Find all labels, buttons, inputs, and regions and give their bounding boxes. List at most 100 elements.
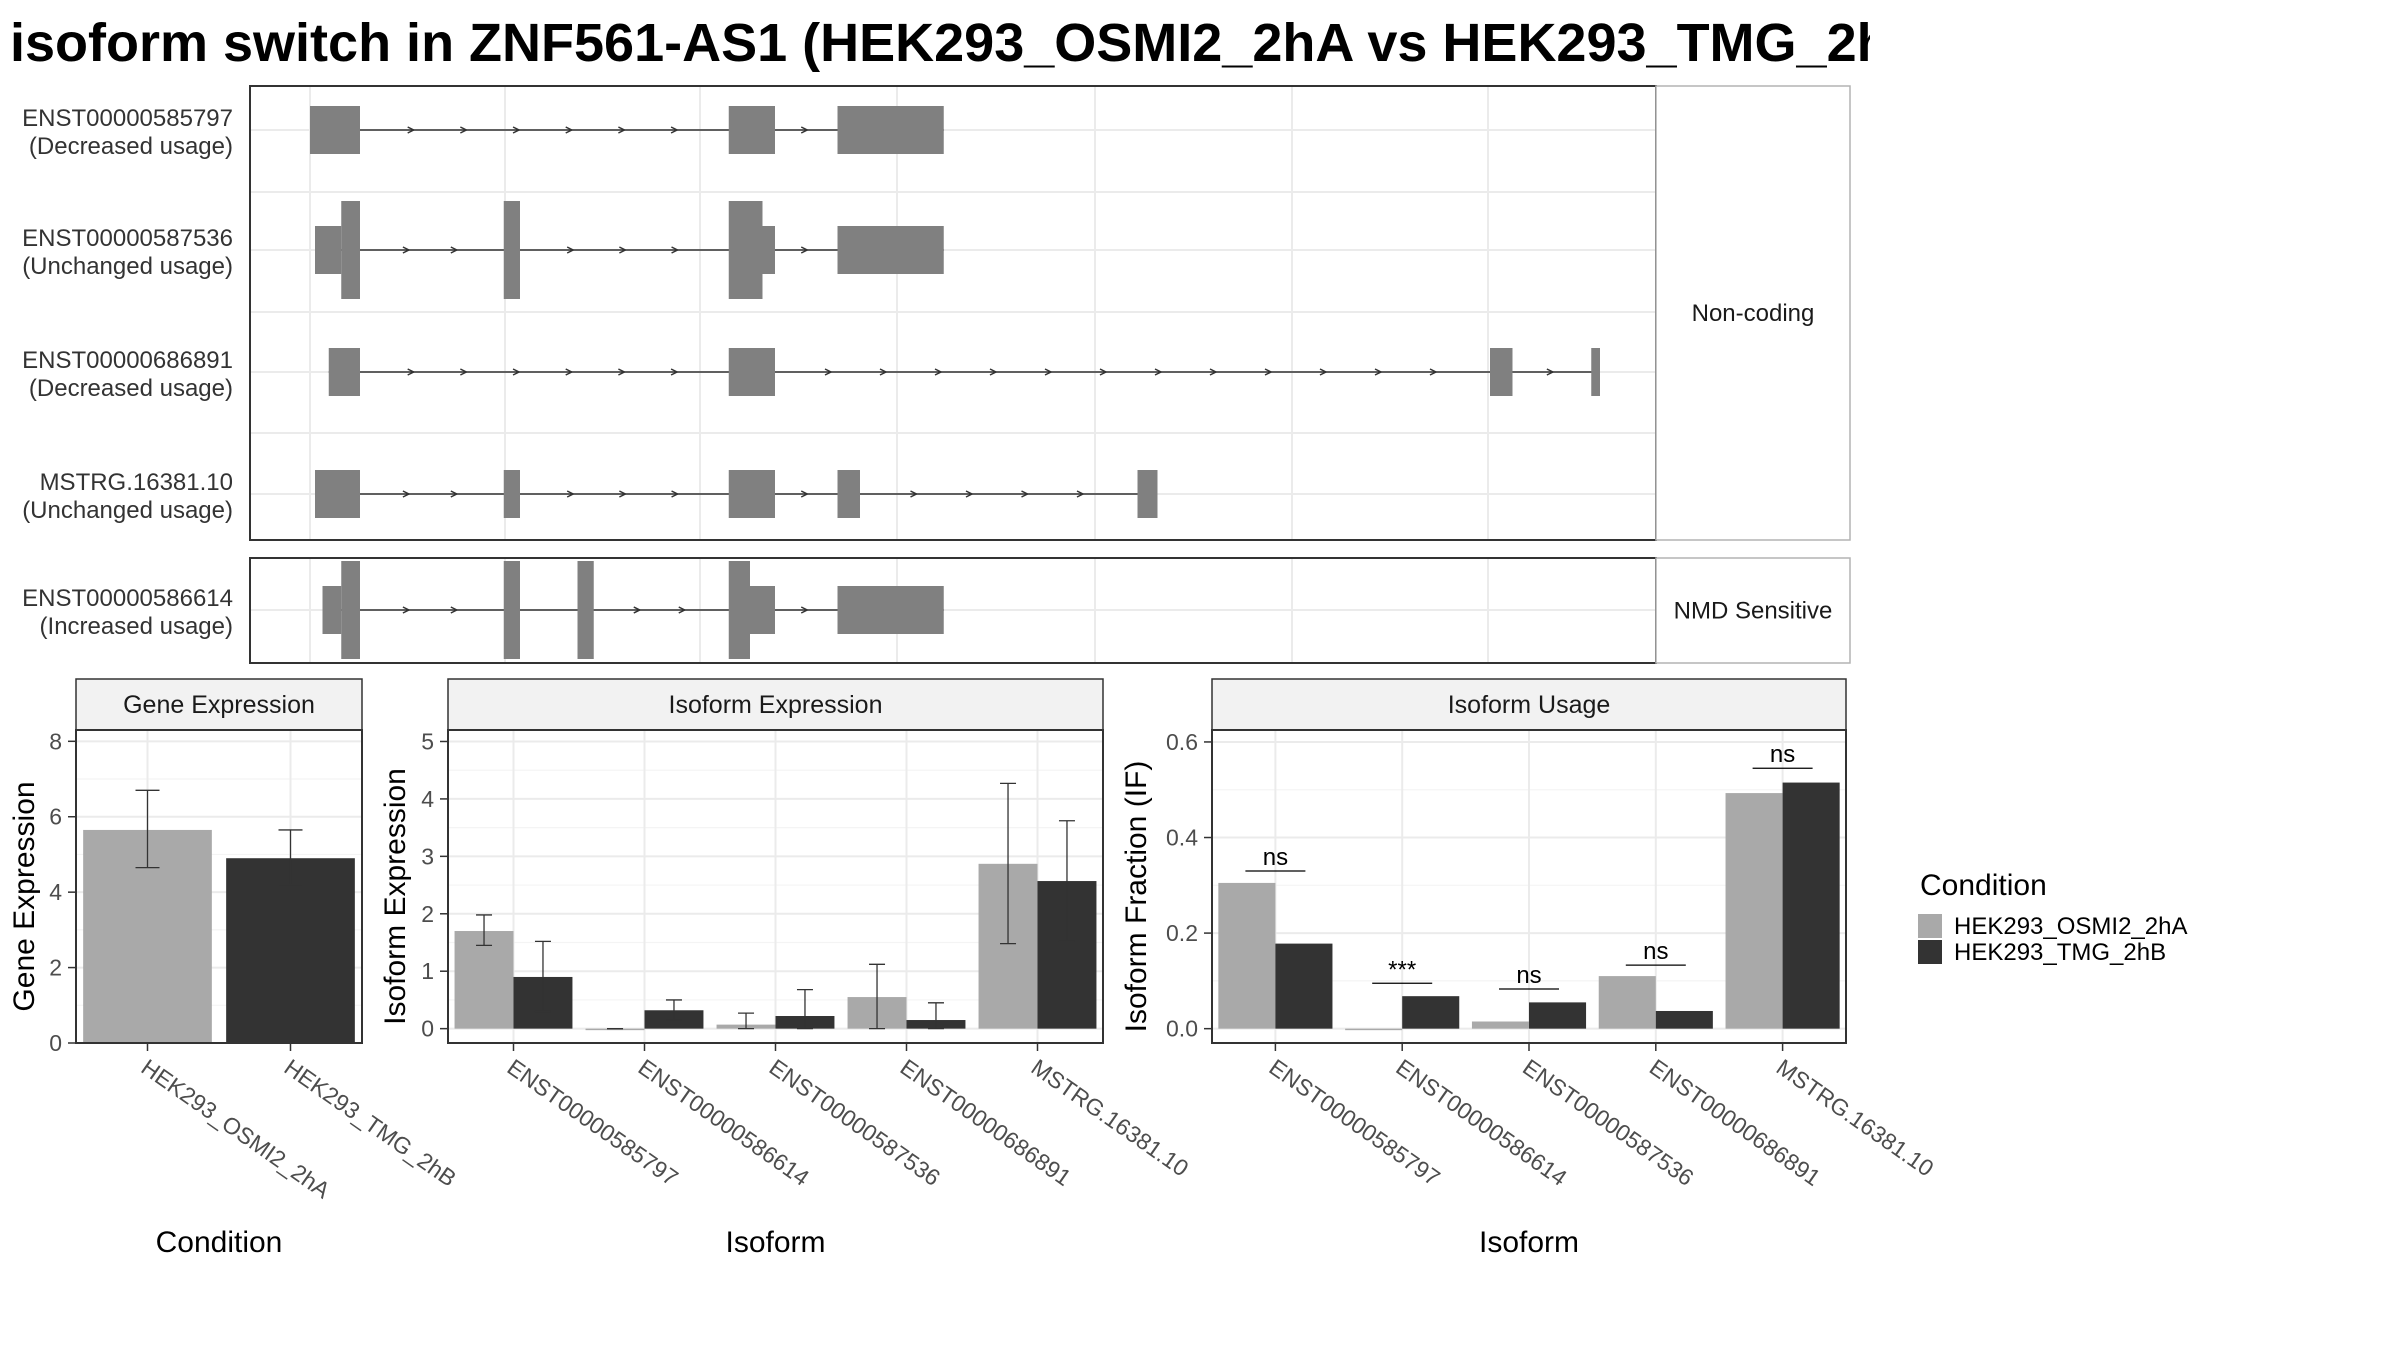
- intron-arrow: [619, 490, 628, 498]
- y-tick-label: 8: [49, 728, 62, 754]
- figure-title: isoform switch in ZNF561-AS1 (HEK293_OSM…: [10, 13, 1870, 73]
- bar: [1402, 996, 1460, 1029]
- y-tick-label: 4: [421, 786, 434, 812]
- isoform-label-id: ENST00000585797: [22, 105, 233, 132]
- intron-arrow: [1319, 368, 1328, 376]
- intron-arrow: [800, 606, 809, 614]
- intron-arrow: [670, 368, 679, 376]
- y-tick-label: 0.4: [1166, 825, 1198, 851]
- exon-block: [310, 106, 360, 154]
- intron-arrow: [1546, 368, 1555, 376]
- intron-arrow: [450, 490, 459, 498]
- intron-arrow: [407, 126, 416, 134]
- exon-block: [1591, 348, 1600, 396]
- exon-block: [577, 561, 594, 659]
- y-axis-title: Gene Expression: [8, 781, 41, 1011]
- exon-block: [728, 106, 775, 154]
- exon-block: [837, 106, 944, 154]
- y-axis-title: Isoform Expression: [379, 768, 412, 1025]
- intron-arrow: [965, 490, 974, 498]
- intron-arrow: [512, 368, 521, 376]
- exon-block: [728, 561, 750, 659]
- intron-arrow: [934, 368, 943, 376]
- intron-arrow: [678, 606, 687, 614]
- isoform-label-id: MSTRG.16381.10: [40, 469, 233, 496]
- legend-title: Condition: [1920, 869, 2047, 902]
- intron-arrow: [879, 368, 888, 376]
- intron-arrow: [402, 490, 411, 498]
- exon-block: [837, 470, 860, 518]
- legend-item-label: HEK293_OSMI2_2hA: [1954, 913, 2187, 940]
- y-tick-label: 5: [421, 728, 434, 754]
- exon-block: [322, 586, 342, 634]
- panel-title: Isoform Expression: [669, 691, 883, 719]
- bar: [585, 1028, 645, 1031]
- y-tick-label: 6: [49, 804, 62, 830]
- intron-arrow: [633, 606, 642, 614]
- legend-item-label: HEK293_TMG_2hB: [1954, 939, 2166, 966]
- isoform-label-id: ENST00000586614: [22, 585, 233, 612]
- exon-block: [503, 470, 520, 518]
- intron-arrow: [460, 368, 469, 376]
- x-axis-title: Isoform: [1479, 1226, 1579, 1259]
- panel-border: [75, 729, 363, 1044]
- y-tick-label: 3: [421, 843, 434, 869]
- bar: [1471, 1021, 1529, 1029]
- isoform-label-id: ENST00000686891: [22, 347, 233, 374]
- y-tick-label: 0.6: [1166, 729, 1198, 755]
- intron-arrow: [800, 126, 809, 134]
- y-tick-label: 2: [421, 901, 434, 927]
- y-tick-label: 1: [421, 958, 434, 984]
- intron-arrow: [800, 490, 809, 498]
- exon-block: [728, 348, 775, 396]
- intron-arrow: [1374, 368, 1383, 376]
- intron-arrow: [1044, 368, 1053, 376]
- panel-title: Gene Expression: [123, 691, 315, 719]
- intron-arrow: [565, 368, 574, 376]
- bar: [226, 858, 355, 1043]
- strip-label-box: [1655, 85, 1851, 541]
- exon-block: [341, 561, 360, 659]
- exon-block: [837, 226, 944, 274]
- y-axis-title: Isoform Fraction (IF): [1120, 761, 1153, 1033]
- strip-label-box: [1655, 557, 1851, 664]
- panel-strip: [75, 678, 363, 731]
- isoform-label-usage: (Decreased usage): [29, 133, 233, 160]
- legend-swatch: [1918, 940, 1942, 964]
- significance-label: ***: [1388, 956, 1416, 983]
- exon-block: [503, 201, 520, 299]
- intron-arrow: [402, 606, 411, 614]
- x-axis-title: Condition: [156, 1226, 283, 1259]
- intron-arrow: [1076, 490, 1085, 498]
- intron-arrow: [407, 368, 416, 376]
- x-axis-title: Isoform: [725, 1226, 825, 1259]
- isoform-label-usage: (Increased usage): [40, 613, 233, 640]
- intron-arrow: [824, 368, 833, 376]
- exon-block: [728, 470, 775, 518]
- intron-arrow: [450, 606, 459, 614]
- intron-arrow: [1154, 368, 1163, 376]
- exon-block: [341, 201, 360, 299]
- bar: [454, 931, 514, 1029]
- strip-label: Non-coding: [1692, 300, 1815, 327]
- intron-arrow: [565, 126, 574, 134]
- bar: [1655, 1010, 1713, 1029]
- intron-arrow: [1264, 368, 1273, 376]
- isoform-label-usage: (Unchanged usage): [22, 497, 233, 524]
- exon-block: [750, 586, 775, 634]
- intron-arrow: [566, 490, 575, 498]
- bar: [1529, 1002, 1587, 1029]
- y-tick-label: 4: [49, 879, 62, 905]
- intron-arrow: [512, 126, 521, 134]
- y-tick-label: 0: [421, 1016, 434, 1042]
- isoform-label-usage: (Unchanged usage): [22, 253, 233, 280]
- legend-swatch: [1918, 914, 1942, 938]
- panel-strip: [447, 678, 1104, 731]
- intron-arrow: [800, 246, 809, 254]
- panel-title: Isoform Usage: [1448, 691, 1611, 719]
- significance-label: ns: [1516, 962, 1541, 989]
- y-tick-label: 2: [49, 955, 62, 981]
- exon-block: [728, 201, 763, 299]
- intron-arrow: [989, 368, 998, 376]
